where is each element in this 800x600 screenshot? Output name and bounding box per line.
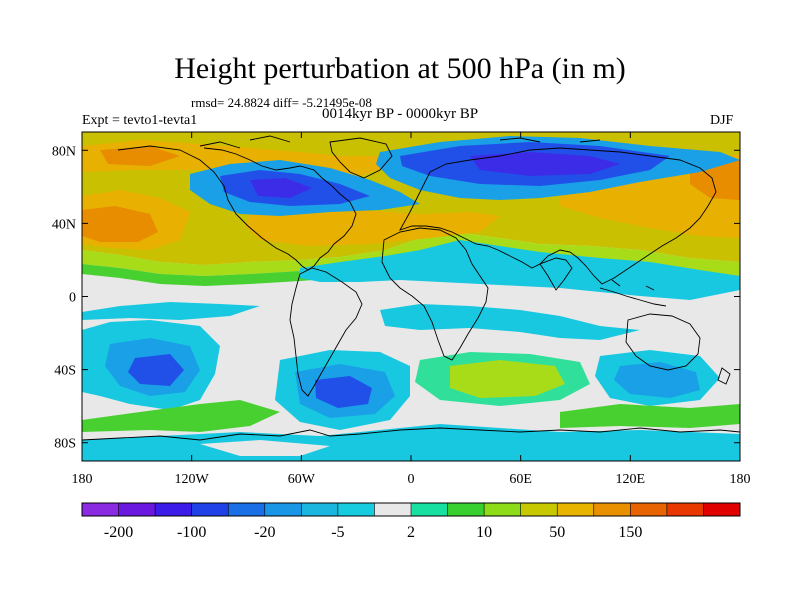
colorbar-swatch	[593, 503, 631, 516]
period-label: 0014kyr BP - 0000kyr BP	[322, 106, 479, 122]
contour-field	[82, 132, 740, 461]
colorbar-label: -200	[104, 524, 133, 541]
coast-arctic-islands	[199, 135, 601, 149]
colorbar-swatch	[301, 503, 339, 516]
coast-antarctica	[82, 427, 740, 441]
lat-tick-label: 40S	[54, 364, 76, 379]
southwest-pacific-low-core	[614, 362, 700, 398]
colorbar-label: 50	[549, 524, 565, 541]
coast-australia	[625, 313, 701, 371]
lat-tick-label: 0	[69, 291, 76, 306]
colorbar-swatch	[520, 503, 558, 516]
experiment-label: Expt = tevto1-tevta1	[82, 113, 198, 128]
tropical-cyan-west	[300, 240, 740, 300]
colorbar-swatch	[82, 503, 119, 516]
colorbar-label: 150	[618, 524, 642, 541]
coast-north-america	[117, 145, 357, 271]
indian-south-high-core	[450, 360, 565, 398]
colorbar-swatch	[264, 503, 302, 516]
colorbar-label: 2	[407, 524, 415, 541]
pacific-south-low-center	[128, 354, 184, 386]
colorbar-swatch	[374, 503, 412, 516]
colorbar: -200 -100 -20 -5 2 10 50 150	[81, 502, 741, 541]
southern-green-ring	[82, 400, 280, 432]
colorbar-swatch	[228, 503, 266, 516]
coastlines	[82, 135, 740, 441]
nh-low-eurasia-center	[470, 152, 620, 176]
colorbar-label: -20	[254, 524, 275, 541]
coast-greenland	[329, 137, 393, 179]
lon-tick-label: 120E	[616, 472, 646, 487]
colorbar-swatch	[447, 503, 485, 516]
coast-africa	[381, 227, 489, 361]
latitude-axis: 80N 40N 0 40S 80S	[52, 144, 740, 452]
atlantic-south-low-center	[315, 376, 372, 408]
nh-low-north-america-center	[250, 178, 312, 198]
colorbar-swatch	[191, 503, 229, 516]
colorbar-swatch	[703, 503, 741, 516]
lat-tick-label: 80S	[54, 437, 76, 452]
lon-tick-label: 180	[72, 472, 93, 487]
lon-tick-label: 120W	[175, 472, 210, 487]
tropical-cyan-east	[380, 304, 640, 340]
colorbar-swatch	[411, 503, 448, 516]
lat-tick-label: 80N	[52, 144, 76, 159]
antarctic-cyan-gap	[200, 440, 330, 456]
colorbar-label: -100	[177, 524, 206, 541]
coast-new-zealand	[717, 367, 731, 385]
colorbar-swatch	[118, 503, 156, 516]
coast-india	[539, 257, 573, 291]
colorbar-frame	[81, 502, 741, 517]
map-title: Height perturbation at 500 hPa (in m)	[174, 52, 626, 85]
colorbar-label: 10	[476, 524, 492, 541]
nh-high-arctic-core	[100, 146, 180, 166]
longitude-axis: 180 120W 60W 0 60E 120E 180	[72, 132, 751, 487]
colorbar-swatch	[155, 503, 193, 516]
coast-southeast-asia-islands	[599, 279, 667, 307]
season-label: DJF	[710, 113, 734, 128]
colorbar-swatch	[337, 503, 375, 516]
nh-high-west-pacific-core	[82, 206, 158, 242]
lon-tick-label: 0	[408, 472, 415, 487]
southern-green-ring-east	[560, 404, 740, 428]
lat-tick-label: 40N	[52, 217, 76, 232]
lon-tick-label: 180	[730, 472, 751, 487]
colorbar-swatch	[666, 503, 704, 516]
coast-south-america	[289, 267, 363, 397]
stats-line: rmsd= 24.8824 diff= -5.21495e-08	[191, 95, 372, 110]
coast-eurasia	[399, 147, 717, 285]
colorbar-label: -5	[331, 524, 344, 541]
colorbar-swatch	[557, 503, 595, 516]
lon-tick-label: 60W	[288, 472, 316, 487]
colorbar-swatch	[630, 503, 668, 516]
lon-tick-label: 60E	[509, 472, 532, 487]
tropical-cyan-pacific	[82, 302, 260, 320]
north-green-band	[82, 246, 740, 286]
nh-high-atlantic	[245, 206, 500, 246]
colorbar-swatch	[484, 503, 522, 516]
